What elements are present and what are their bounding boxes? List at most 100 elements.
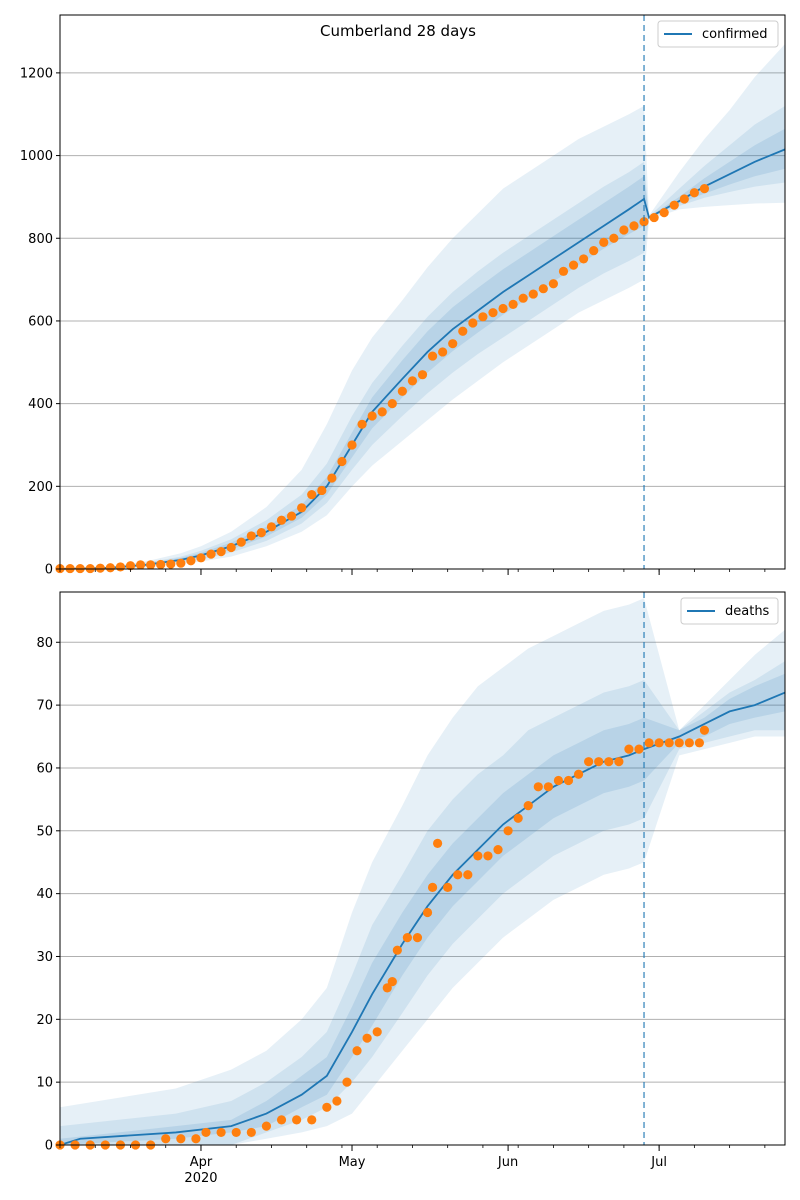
- confirmed-observed-point: [166, 559, 176, 569]
- deaths-observed-point: [463, 870, 473, 880]
- x-tick-label: May: [339, 1155, 366, 1170]
- deaths-observed-point: [594, 757, 604, 767]
- confirmed-y-tick-label: 800: [28, 232, 53, 247]
- confirmed-observed-point: [206, 549, 216, 559]
- deaths-legend-label: deaths: [725, 604, 770, 619]
- deaths-y-tick-label: 10: [36, 1076, 53, 1091]
- deaths-axes-frame: [59, 591, 786, 1146]
- deaths-band-mid: [60, 661, 785, 1145]
- deaths-observed-point: [604, 757, 614, 767]
- confirmed-y-tick-label: 400: [28, 397, 53, 412]
- confirmed-observed-point: [498, 303, 508, 314]
- confirmed-observed-point: [639, 217, 649, 227]
- confirmed-observed-point: [286, 511, 297, 521]
- confirmed-observed-point: [307, 489, 317, 500]
- deaths-legend-box: [680, 597, 779, 625]
- deaths-y-tick-label: 80: [36, 636, 53, 651]
- deaths-observed-point: [412, 933, 423, 943]
- confirmed-observed-point: [689, 188, 699, 198]
- deaths-observed-point: [533, 782, 543, 792]
- x-tick-label: Jul: [650, 1155, 667, 1170]
- deaths-observed-point: [473, 851, 483, 861]
- deaths-observed-point: [176, 1134, 186, 1144]
- confirmed-band-mid: [60, 105, 785, 569]
- deaths-band-outer: [60, 598, 785, 1145]
- deaths-observed-point: [352, 1046, 362, 1056]
- deaths-observed-point: [402, 933, 412, 943]
- confirmed-observed-point: [367, 411, 377, 421]
- confirmed-observed-point: [518, 293, 528, 303]
- confirmed-observed-point: [458, 326, 468, 336]
- deaths-uncertainty-bands: [60, 598, 785, 1145]
- confirmed-observed-point: [669, 200, 679, 210]
- deaths-observed-point: [553, 775, 564, 786]
- confirmed-observed-point: [589, 246, 599, 256]
- confirmed-observed-point: [256, 528, 266, 538]
- deaths-observed-points: [55, 725, 710, 1150]
- deaths-observed-point: [161, 1134, 171, 1144]
- confirmed-observed-point: [186, 556, 196, 566]
- deaths-y-tick-label: 0: [45, 1139, 53, 1154]
- confirmed-observed-point: [266, 522, 277, 532]
- chart-title: Cumberland 28 days: [320, 22, 476, 40]
- x-tick-year-label: 2020: [184, 1171, 217, 1186]
- deaths-observed-point: [427, 882, 438, 892]
- confirmed-observed-point: [438, 347, 448, 357]
- deaths-observed-point: [644, 738, 654, 748]
- confirmed-observed-point: [226, 542, 236, 553]
- confirmed-observed-point: [135, 560, 146, 570]
- confirmed-y-tick-label: 0: [45, 563, 53, 578]
- deaths-observed-point: [191, 1134, 201, 1144]
- deaths-observed-point: [634, 744, 644, 754]
- confirmed-observed-point: [276, 515, 287, 525]
- confirmed-observed-point: [146, 560, 156, 570]
- deaths-y-tick-label: 50: [36, 824, 53, 839]
- deaths-y-tick-label: 70: [36, 699, 53, 714]
- confirmed-observed-point: [427, 351, 438, 361]
- deaths-observed-point: [332, 1096, 342, 1106]
- deaths-observed-point: [261, 1121, 272, 1131]
- confirmed-observed-point: [196, 553, 206, 563]
- confirmed-observed-point: [448, 339, 458, 349]
- deaths-observed-point: [322, 1102, 332, 1112]
- deaths-observed-point: [246, 1127, 256, 1138]
- deaths-y-tick-label: 60: [36, 761, 53, 776]
- deaths-forecast-line: [59, 691, 786, 1146]
- deaths-y-axis: 0 10 20 30 40 50 60 70 80: [36, 636, 60, 1154]
- confirmed-observed-point: [407, 376, 418, 386]
- deaths-observed-point: [573, 769, 584, 779]
- confirmed-observed-point: [528, 289, 538, 299]
- deaths-observed-point: [699, 725, 710, 735]
- deaths-legend: deaths: [680, 597, 779, 625]
- confirmed-observed-point: [659, 208, 669, 218]
- confirmed-observed-point: [236, 537, 246, 547]
- deaths-observed-point: [216, 1127, 226, 1138]
- confirmed-observed-point: [176, 558, 186, 568]
- deaths-observed-point: [513, 813, 523, 823]
- deaths-observed-point: [624, 744, 634, 754]
- deaths-observed-point: [684, 738, 694, 748]
- x-tick-label: Apr: [190, 1155, 213, 1170]
- confirmed-observed-point: [377, 407, 387, 417]
- deaths-band-inner: [60, 673, 785, 1145]
- confirmed-observed-point: [337, 456, 347, 467]
- deaths-observed-point: [433, 838, 443, 848]
- confirmed-y-tick-label: 1200: [20, 66, 53, 81]
- deaths-observed-point: [563, 775, 574, 786]
- confirmed-observed-point: [125, 561, 136, 571]
- deaths-observed-point: [664, 738, 674, 748]
- deaths-observed-point: [493, 845, 503, 855]
- deaths-observed-point: [392, 945, 402, 955]
- confirmed-band-outer: [60, 43, 785, 569]
- deaths-observed-point: [231, 1127, 241, 1138]
- confirmed-observed-point: [558, 266, 569, 276]
- confirmed-y-tick-label: 600: [28, 314, 53, 329]
- confirmed-observed-point: [156, 559, 166, 570]
- deaths-observed-point: [387, 977, 397, 987]
- confirmed-observed-points: [55, 184, 710, 574]
- confirmed-observed-point: [357, 419, 367, 429]
